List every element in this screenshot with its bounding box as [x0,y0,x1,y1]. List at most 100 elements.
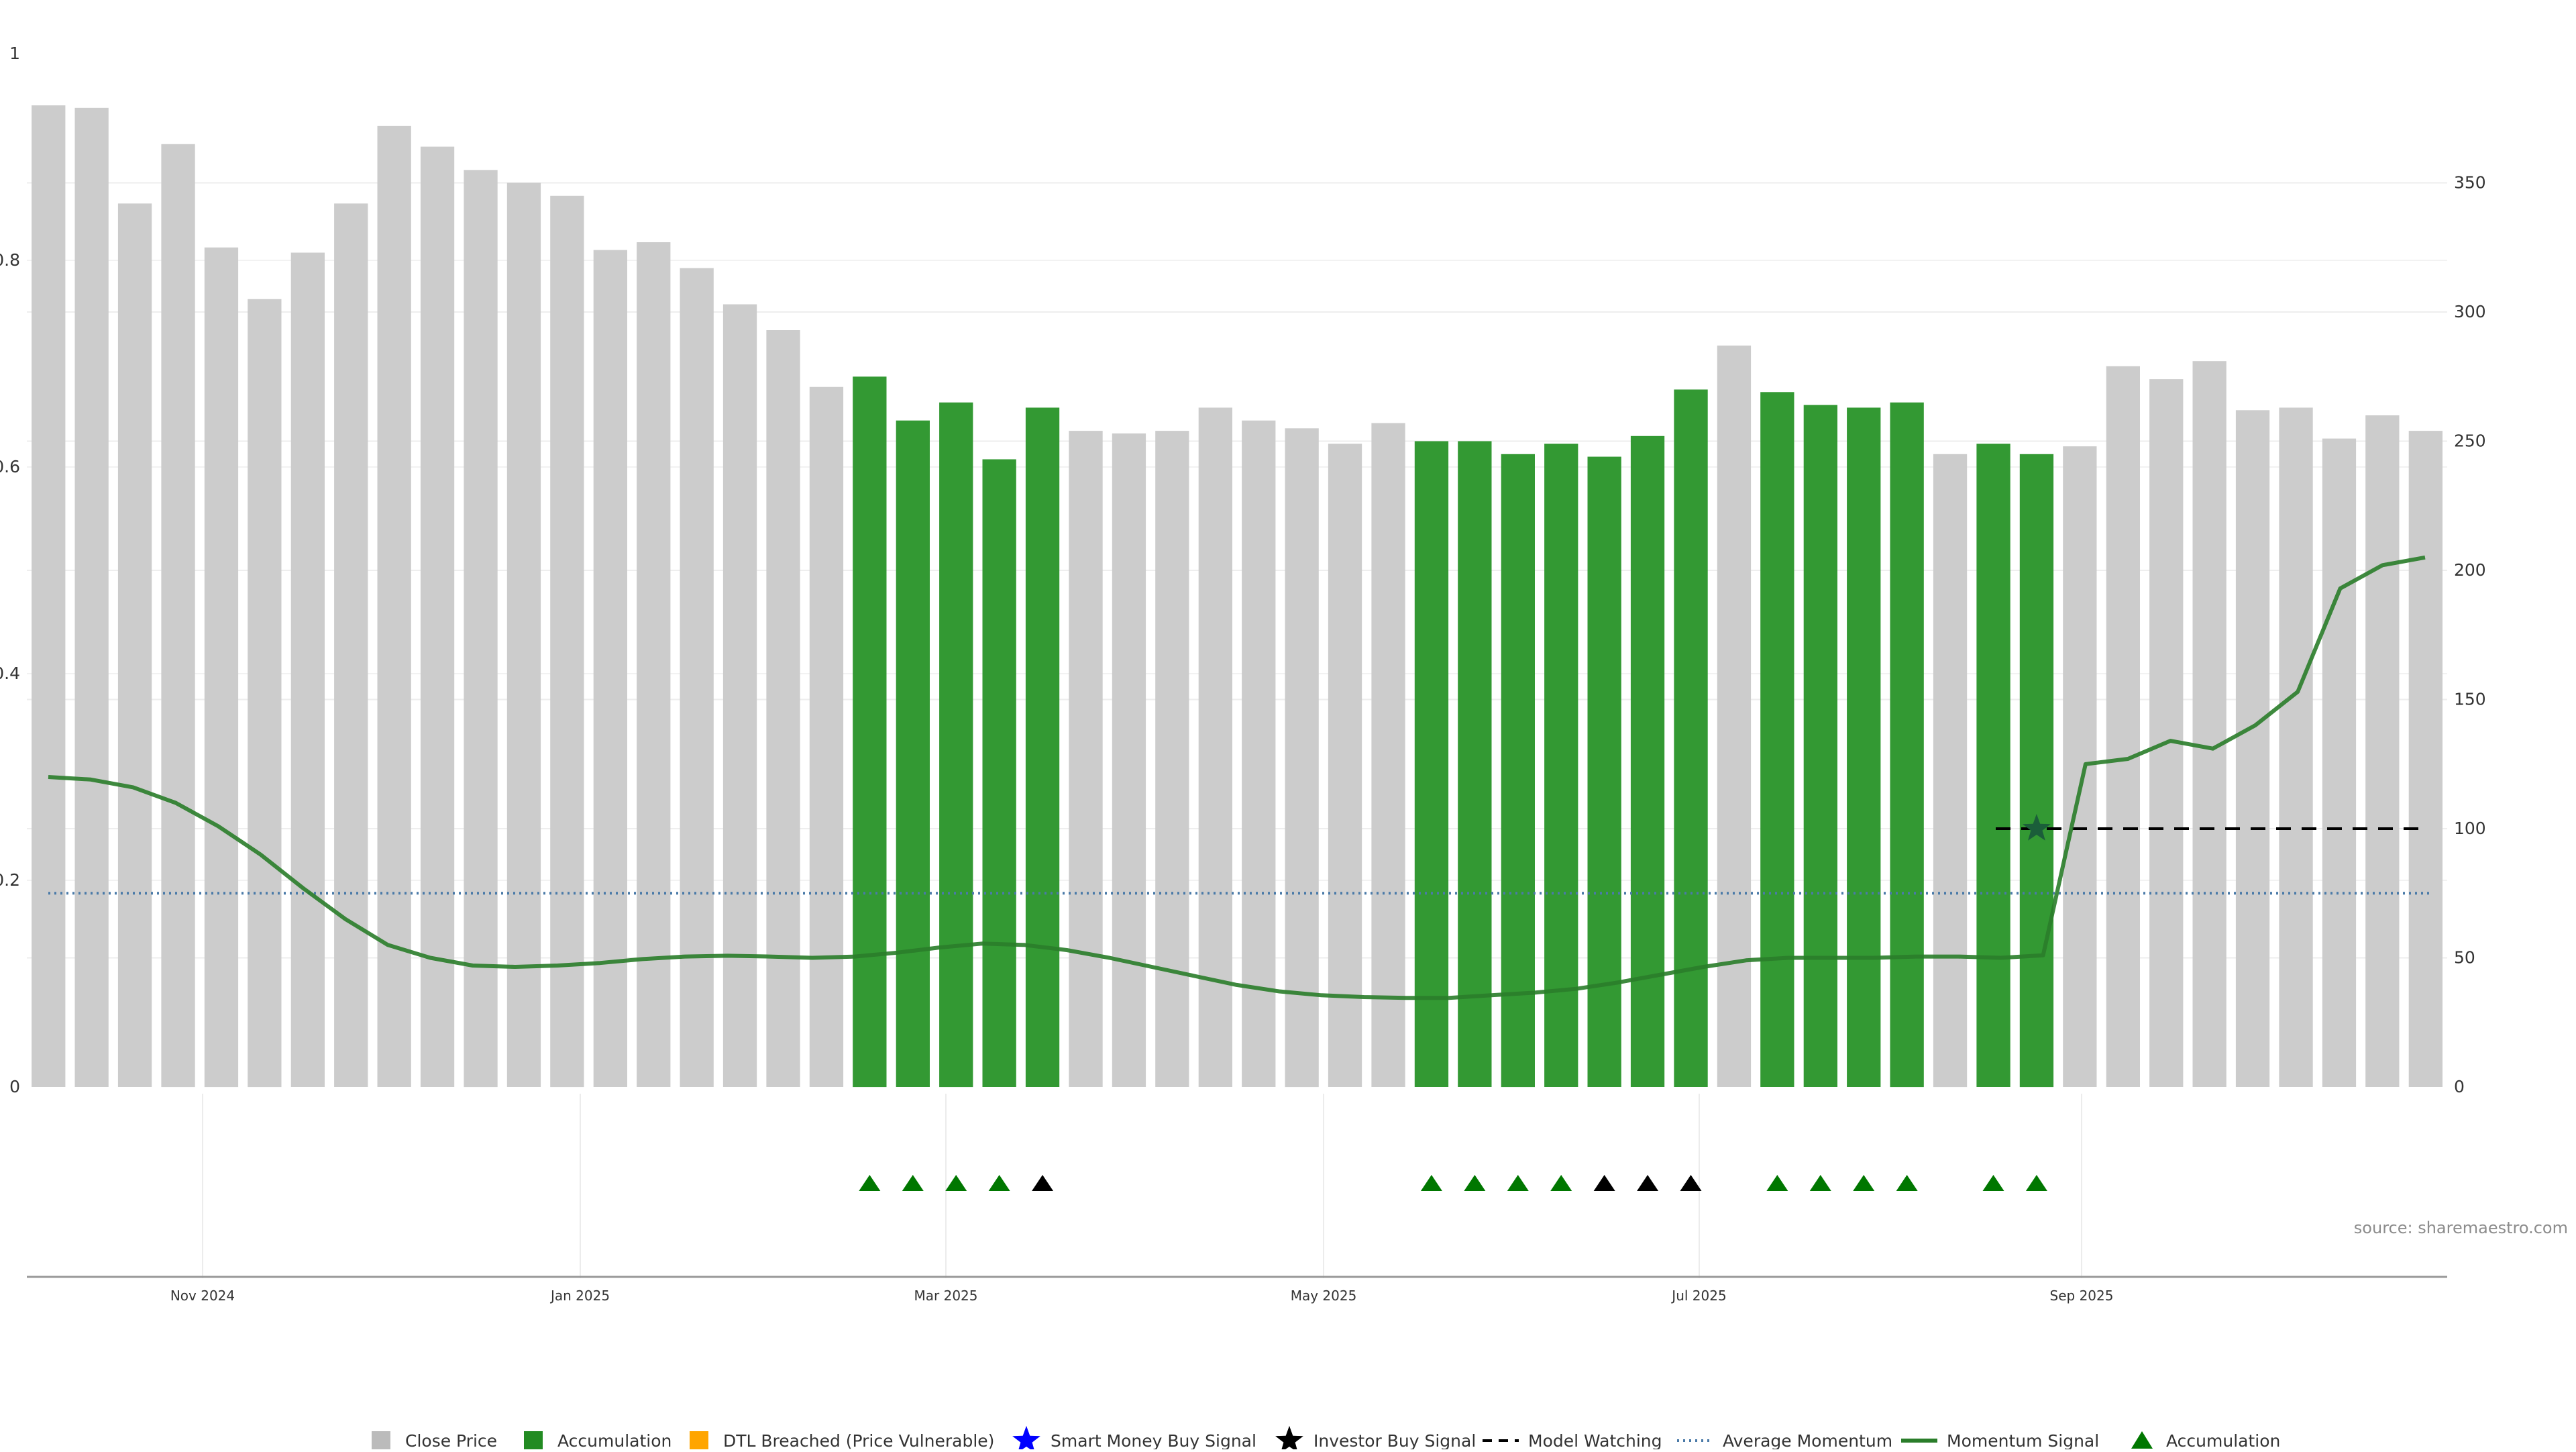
legend-label: Smart Money Buy Signal [1051,1431,1256,1449]
y-left-tick-label: 0.6 [0,457,20,476]
close-price-bar [32,105,66,1087]
y-right-tick-label: 250 [2454,431,2486,451]
legend-label: Accumulation [2166,1431,2280,1449]
close-price-bar [1371,423,1405,1087]
x-tick-label: Nov 2024 [170,1288,235,1304]
legend-star-icon [1275,1426,1303,1452]
close-price-bar [377,125,411,1087]
axes-layer: Nov 2024 Jan 2025 Mar 2025 May 2025 Jul 2025… [0,44,2486,1304]
legend-label: Average Momentum [1723,1431,1892,1449]
accumulation-bar [2019,454,2054,1088]
accumulation-marker-triangle [1420,1175,1442,1191]
investor-marker-triangle [1680,1175,1702,1191]
accumulation-bar [853,376,887,1088]
investor-marker-triangle [1032,1175,1054,1191]
y-right-tick-label: 200 [2454,560,2486,580]
accumulation-marker-triangle [1982,1175,2004,1191]
legend-item: Accumulation [2131,1431,2280,1451]
close-price-bar [290,252,325,1087]
y-left-tick-label: 0 [9,1077,20,1096]
accumulation-bar [939,402,973,1088]
accumulation-marker-triangle [1853,1175,1875,1191]
legend-item: Momentum Signal [1901,1431,2099,1451]
y-left-tick-label: 1 [9,44,20,63]
legend-item: DTL Breached (Price Vulnerable) [690,1431,994,1451]
close-price-bar [334,203,368,1087]
accumulation-marker-triangle [2025,1175,2047,1191]
x-tick-label: Sep 2025 [2050,1288,2114,1304]
legend-label: Accumulation [557,1431,672,1449]
y-right-tick-label: 150 [2454,690,2486,709]
legend-label: Investor Buy Signal [1313,1431,1476,1449]
legend-label: Close Price [405,1431,497,1449]
accumulation-bar [1890,402,1924,1088]
accumulation-marker-triangle [945,1175,967,1191]
close-price-bar [117,203,152,1087]
y-right-tick-label: 100 [2454,819,2486,838]
investor-marker-triangle [1593,1175,1615,1191]
y-left-tick-label: 0.8 [0,250,20,270]
accumulation-bar [982,459,1016,1087]
markers-layer [859,814,2051,1191]
close-price-bar [2365,415,2400,1087]
accumulation-marker-triangle [988,1175,1010,1191]
accumulation-bar [1587,456,1621,1087]
close-price-bar [506,183,541,1087]
accumulation-marker-triangle [1896,1175,1918,1191]
close-price-bar [1198,407,1232,1087]
accumulation-bar [1674,389,1708,1087]
x-tick-label: May 2025 [1291,1288,1357,1304]
close-price-bar [2106,366,2140,1087]
close-price-bar [1328,444,1362,1087]
close-price-bar [1717,346,1752,1087]
legend-swatch-icon [690,1431,708,1450]
x-tick-label: Jul 2025 [1670,1288,1726,1304]
legend-item: Investor Buy Signal [1275,1426,1476,1452]
legend-star-icon [1012,1426,1040,1452]
close-price-bar [2322,438,2357,1087]
legend-item: Model Watching [1483,1431,1662,1451]
x-tick-label: Jan 2025 [549,1288,610,1304]
close-price-bar [464,170,498,1088]
legend-item: Average Momentum [1677,1431,1892,1451]
close-price-bar [1069,431,1103,1087]
y-left-tick-label: 0.4 [0,664,20,683]
close-price-bar [593,250,627,1088]
y-right-tick-label: 300 [2454,302,2486,321]
investor-signal-star [2023,814,2051,841]
legend-item: Accumulation [524,1431,672,1451]
accumulation-marker-triangle [1464,1175,1486,1191]
close-price-bar [1933,454,1968,1088]
accumulation-bar [1630,435,1665,1087]
close-price-bar [1155,431,1189,1087]
close-price-bar [637,242,671,1087]
legend: Close Price Accumulation DTL Breached (Pri… [372,1426,2280,1452]
y-right-tick-label: 350 [2454,173,2486,193]
accumulation-bar [1501,454,1535,1088]
accumulation-marker-triangle [1507,1175,1529,1191]
accumulation-bar [1760,392,1794,1087]
y-right-tick-label: 0 [2454,1077,2465,1096]
accumulation-bar [1414,441,1449,1087]
close-price-bar [1112,433,1146,1087]
close-price-bar [420,146,455,1088]
close-price-bar [204,247,239,1088]
legend-swatch-icon [372,1431,390,1450]
close-price-bar [1242,420,1276,1087]
lines-layer [48,555,2432,1000]
source-label: source: sharemaestro.com [2354,1218,2568,1237]
close-price-bar [248,299,282,1088]
close-price-bar [550,195,584,1088]
accumulation-bar [1458,441,1492,1087]
close-price-bar [2408,431,2443,1087]
investor-marker-triangle [1637,1175,1659,1191]
accumulation-bar [1847,407,1881,1087]
accumulation-bar [1976,444,2010,1087]
close-price-bar [2279,407,2313,1087]
accumulation-marker-triangle [859,1175,881,1191]
close-price-bar [680,268,714,1087]
accumulation-bar [1025,407,1060,1087]
accumulation-bar [1803,405,1837,1087]
